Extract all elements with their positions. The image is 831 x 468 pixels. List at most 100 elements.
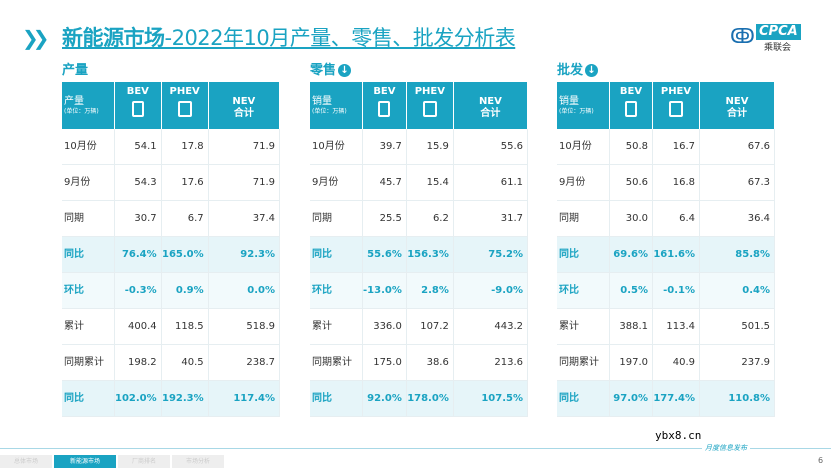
battery-icon xyxy=(378,101,391,117)
section-title: 产量 xyxy=(62,63,89,78)
cell: 443.2 xyxy=(453,308,529,345)
cell: 67.6 xyxy=(699,129,775,165)
cell: 388.1 xyxy=(609,308,653,345)
cell: 16.8 xyxy=(652,164,700,201)
cell: 同期累计 xyxy=(310,344,363,381)
cell: 45.7 xyxy=(362,164,407,201)
tab-market-analysis[interactable]: 市场分析 xyxy=(172,455,224,468)
nev-header: NEV 合计 xyxy=(208,82,281,129)
nev-header: NEV 合计 xyxy=(699,82,775,129)
cell: 0.9% xyxy=(161,272,209,309)
cell: 55.6% xyxy=(362,236,407,273)
footer-tabs: 总体市场 新能源市场 厂商排名 市场分析 xyxy=(0,455,831,468)
tab-nev-market[interactable]: 新能源市场 xyxy=(54,455,116,468)
cell: 10月份 xyxy=(62,129,115,165)
cell: 17.8 xyxy=(161,129,209,165)
table-row: 9月份 50.6 16.8 67.3 xyxy=(557,164,775,201)
chevron-icon: ❯❯ xyxy=(22,26,49,50)
down-arrow-icon[interactable]: ↓ xyxy=(585,64,599,77)
table-row: 同比 55.6% 156.3% 75.2% xyxy=(310,236,529,273)
cell: 39.7 xyxy=(362,129,407,165)
cell: 同比 xyxy=(62,236,115,273)
table-row: 同比 97.0% 177.4% 110.8% xyxy=(557,380,775,417)
cell: 175.0 xyxy=(362,344,407,381)
logo-cn: 乘联会 xyxy=(764,43,792,53)
cell: 97.0% xyxy=(609,380,653,417)
tab-maker-ranking[interactable]: 厂商排名 xyxy=(118,455,170,468)
cell: 0.4% xyxy=(699,272,775,309)
cell: 40.5 xyxy=(161,344,209,381)
table-row: 环比 -0.3% 0.9% 0.0% xyxy=(62,272,281,309)
watermark: ybx8.cn xyxy=(655,429,702,442)
retail-table: 销量 (单位：万辆) BEV PHEV NEV 合计 10月份 39.7 15.9 55.6… xyxy=(310,82,529,417)
cell: 238.7 xyxy=(208,344,281,381)
cell: 环比 xyxy=(62,272,115,309)
charger-icon xyxy=(669,101,683,117)
tab-overall-market[interactable]: 总体市场 xyxy=(0,455,52,468)
cell: 6.4 xyxy=(652,200,700,237)
table-row: 同期累计 198.2 40.5 238.7 xyxy=(62,344,281,381)
table-row: 同比 92.0% 178.0% 107.5% xyxy=(310,380,529,417)
cell: 环比 xyxy=(557,272,610,309)
cell: 9月份 xyxy=(557,164,610,201)
cell: -0.1% xyxy=(652,272,700,309)
cell: -0.3% xyxy=(114,272,162,309)
cell: 400.4 xyxy=(114,308,162,345)
cell: -9.0% xyxy=(453,272,529,309)
cell: 71.9 xyxy=(208,164,281,201)
table-row: 同比 69.6% 161.6% 85.8% xyxy=(557,236,775,273)
cell: 518.9 xyxy=(208,308,281,345)
cell: 501.5 xyxy=(699,308,775,345)
cell: 113.4 xyxy=(652,308,700,345)
row-label-header: 销量 (单位：万辆) xyxy=(310,82,363,129)
cell: 累计 xyxy=(557,308,610,345)
table-row: 10月份 50.8 16.7 67.6 xyxy=(557,129,775,165)
cell: 同比 xyxy=(62,380,115,417)
table-row: 同期 30.0 6.4 36.4 xyxy=(557,200,775,237)
cell: 15.4 xyxy=(406,164,454,201)
cell: 102.0% xyxy=(114,380,162,417)
cell: 67.3 xyxy=(699,164,775,201)
cell: 54.3 xyxy=(114,164,162,201)
table-row: 10月份 39.7 15.9 55.6 xyxy=(310,129,529,165)
cell: 336.0 xyxy=(362,308,407,345)
cell: 54.1 xyxy=(114,129,162,165)
down-arrow-icon[interactable]: ↓ xyxy=(338,64,352,77)
cell: 同期 xyxy=(557,200,610,237)
cell: 9月份 xyxy=(62,164,115,201)
table-row: 同比 102.0% 192.3% 117.4% xyxy=(62,380,281,417)
phev-header: PHEV xyxy=(652,82,700,129)
section-production: 产量 产量 (单位：万辆) BEV PHEV NEV 合计 10月份 54.1 17.8 7… xyxy=(62,62,281,417)
cell: 161.6% xyxy=(652,236,700,273)
cell: 15.9 xyxy=(406,129,454,165)
cell: 213.6 xyxy=(453,344,529,381)
table-row: 同期累计 175.0 38.6 213.6 xyxy=(310,344,529,381)
table-row: 环比 -13.0% 2.8% -9.0% xyxy=(310,272,529,309)
cell: 6.7 xyxy=(161,200,209,237)
cpca-logo: ↂ CPCA 乘联会 xyxy=(728,22,808,54)
cell: 92.0% xyxy=(362,380,407,417)
cell: 10月份 xyxy=(557,129,610,165)
page-title: 新能源市场-2022年10月产量、零售、批发分析表 xyxy=(62,26,516,50)
cell: 10月份 xyxy=(310,129,363,165)
cell: 2.8% xyxy=(406,272,454,309)
battery-icon xyxy=(131,101,144,117)
page-number: 6 xyxy=(818,456,824,465)
cell: 117.4% xyxy=(208,380,281,417)
cell: 同比 xyxy=(310,236,363,273)
cell: 197.0 xyxy=(609,344,653,381)
section-retail: 零售 ↓ 销量 (单位：万辆) BEV PHEV NEV 合计 10月份 39.7 15.9… xyxy=(310,62,529,417)
cell: 累计 xyxy=(62,308,115,345)
monthly-release: 月度信息发布 xyxy=(702,444,750,453)
cell: 237.9 xyxy=(699,344,775,381)
cell: 38.6 xyxy=(406,344,454,381)
bev-header: BEV xyxy=(114,82,162,129)
cell: 同比 xyxy=(557,380,610,417)
cell: 累计 xyxy=(310,308,363,345)
cell: 同期累计 xyxy=(557,344,610,381)
cell: 36.4 xyxy=(699,200,775,237)
cell: 同期 xyxy=(310,200,363,237)
cell: 61.1 xyxy=(453,164,529,201)
cell: 37.4 xyxy=(208,200,281,237)
cell: 同期 xyxy=(62,200,115,237)
